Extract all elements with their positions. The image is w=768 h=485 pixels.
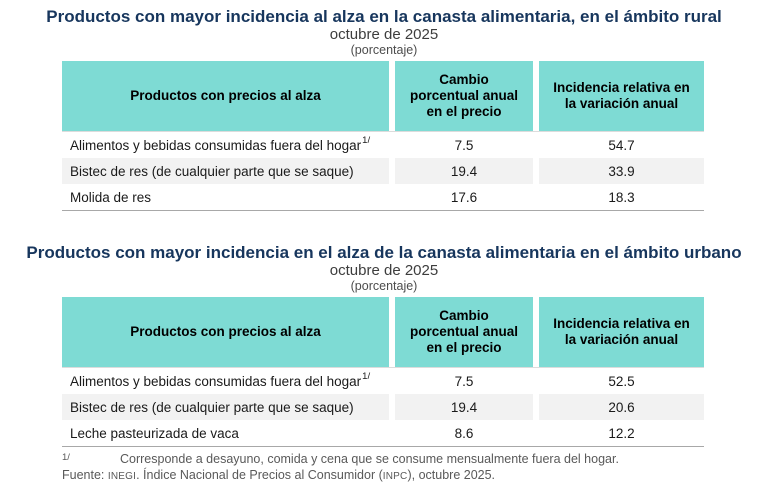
footnote-text: Corresponde a desayuno, comida y cena qu… — [120, 452, 619, 466]
rural-table-unit-label: (porcentaje) — [350, 43, 418, 57]
header-separator-line — [62, 131, 704, 132]
footer: 1/Corresponde a desayuno, comida y cena … — [62, 452, 768, 484]
header-separator-line — [62, 367, 704, 368]
table-row: Alimentos y bebidas consumidas fuera del… — [62, 368, 704, 394]
relative-incidence-cell: 18.3 — [539, 184, 704, 210]
product-cell: Bistec de res (de cualquier parte que se… — [62, 394, 389, 420]
table-row: Molida de res 17.6 18.3 — [62, 184, 704, 210]
product-label: Bistec de res (de cualquier parte que se… — [70, 399, 354, 415]
rural-table-title: Productos con mayor incidencia al alza e… — [46, 7, 722, 26]
product-label: Leche pasteurizada de vaca — [70, 425, 239, 441]
table-row: Alimentos y bebidas consumidas fuera del… — [62, 132, 704, 158]
rural-table-header-row: Productos con precios al alza Cambio por… — [62, 61, 704, 131]
rural-table: Productos con precios al alza Cambio por… — [62, 61, 704, 212]
table-row: Bistec de res (de cualquier parte que se… — [62, 158, 704, 184]
urban-table-title: Productos con mayor incidencia en el alz… — [26, 243, 742, 262]
annual-change-cell: 19.4 — [395, 394, 533, 420]
urban-table-header-row: Productos con precios al alza Cambio por… — [62, 297, 704, 367]
annual-change-cell: 8.6 — [395, 420, 533, 446]
column-header-products: Productos con precios al alza — [62, 297, 389, 367]
table-row: Bistec de res (de cualquier parte que se… — [62, 394, 704, 420]
product-cell: Bistec de res (de cualquier parte que se… — [62, 158, 389, 184]
annual-change-cell: 17.6 — [395, 184, 533, 210]
footnote-marker: 1/ — [62, 452, 70, 463]
source-middle: . Índice Nacional de Precios al Consumid… — [136, 468, 383, 482]
footnote-line: 1/Corresponde a desayuno, comida y cena … — [62, 452, 768, 466]
table-bottom-border — [62, 446, 704, 448]
product-cell: Alimentos y bebidas consumidas fuera del… — [62, 132, 389, 158]
urban-table-unit-label: (porcentaje) — [350, 279, 418, 293]
product-label: Alimentos y bebidas consumidas fuera del… — [70, 373, 362, 389]
relative-incidence-cell: 33.9 — [539, 158, 704, 184]
column-header-annual-change: Cambio porcentual anual en el precio — [395, 61, 533, 131]
annual-change-cell: 19.4 — [395, 158, 533, 184]
urban-table-subtitle: octubre de 2025 — [329, 262, 439, 279]
source-line: Fuente: INEGI. Índice Nacional de Precio… — [62, 468, 768, 484]
source-agency: INEGI — [107, 471, 137, 482]
annual-change-cell: 7.5 — [395, 132, 533, 158]
product-label: Molida de res — [70, 189, 152, 205]
product-cell: Leche pasteurizada de vaca — [62, 420, 389, 446]
rural-table-subtitle: octubre de 2025 — [329, 26, 439, 43]
relative-incidence-cell: 52.5 — [539, 368, 704, 394]
column-header-relative-incidence: Incidencia relativa en la variación anua… — [539, 297, 704, 367]
relative-incidence-cell: 54.7 — [539, 132, 704, 158]
product-label: Bistec de res (de cualquier parte que se… — [70, 163, 354, 179]
product-label: Alimentos y bebidas consumidas fuera del… — [70, 137, 362, 153]
relative-incidence-cell: 20.6 — [539, 394, 704, 420]
column-header-relative-incidence: Incidencia relativa en la variación anua… — [539, 61, 704, 131]
table-row: Leche pasteurizada de vaca 8.6 12.2 — [62, 420, 704, 446]
urban-table-section: Productos con mayor incidencia en el alz… — [0, 243, 768, 448]
relative-incidence-cell: 12.2 — [539, 420, 704, 446]
product-cell: Molida de res — [62, 184, 389, 210]
column-header-products: Productos con precios al alza — [62, 61, 389, 131]
source-acronym: INPC — [382, 471, 408, 482]
source-prefix: Fuente: — [62, 468, 105, 482]
column-header-annual-change: Cambio porcentual anual en el precio — [395, 297, 533, 367]
source-suffix: ), octubre 2025. — [407, 468, 496, 482]
urban-table: Productos con precios al alza Cambio por… — [62, 297, 704, 448]
rural-table-section: Productos con mayor incidencia al alza e… — [0, 7, 768, 212]
annual-change-cell: 7.5 — [395, 368, 533, 394]
table-bottom-border — [62, 210, 704, 212]
product-cell: Alimentos y bebidas consumidas fuera del… — [62, 368, 389, 394]
